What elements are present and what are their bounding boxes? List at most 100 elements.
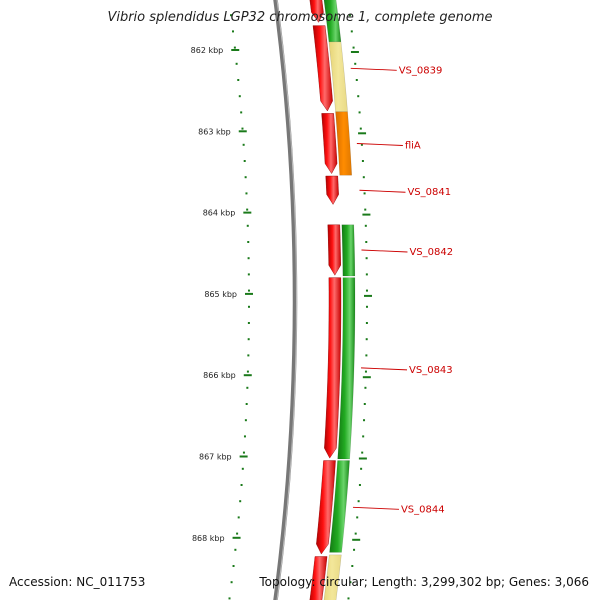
minor-tick-0 (245, 192, 248, 195)
minor-tick-0 (247, 257, 250, 260)
minor-tick-0 (236, 532, 239, 535)
minor-tick-0 (246, 370, 249, 373)
minor-tick-1 (361, 160, 364, 162)
gene-label-0: VS_0839 (399, 65, 443, 76)
minor-tick-1 (357, 95, 360, 98)
minor-tick-0 (244, 176, 247, 179)
minor-tick-0 (247, 305, 250, 308)
minor-tick-0 (244, 419, 247, 422)
minor-tick-1 (365, 322, 368, 324)
genome-title: Vibrio splendidus LGP32 chromosome 1, co… (107, 10, 493, 25)
minor-tick-0 (230, 581, 233, 584)
gene-label-5: VS_0844 (401, 504, 445, 515)
minor-tick-1 (365, 305, 368, 308)
cds-forward-4 (324, 277, 342, 459)
genome-summary-text: Topology: circular; Length: 3,299,302 bp… (259, 575, 589, 589)
tick-label-5: 867 kbp (199, 453, 232, 462)
minor-tick-0 (238, 95, 241, 98)
minor-tick-1 (351, 565, 354, 567)
gene-leader-2 (359, 189, 406, 193)
minor-tick-0 (245, 403, 248, 405)
minor-tick-0 (243, 435, 246, 438)
minor-tick-0 (247, 354, 250, 357)
gene-label-4: VS_0843 (409, 365, 453, 376)
tick-label-0: 862 kbp (191, 46, 224, 55)
minor-tick-0 (232, 565, 235, 567)
minor-tick-0 (237, 516, 240, 519)
minor-tick-1 (360, 143, 363, 146)
cds-forward-partial-bottom (309, 556, 328, 600)
minor-tick-1 (361, 451, 364, 454)
tick-label-3: 865 kbp (204, 290, 237, 299)
gene-leader-0 (350, 67, 397, 71)
track-segment-4 (337, 277, 356, 460)
minor-tick-0 (237, 79, 240, 81)
minor-tick-1 (350, 30, 353, 33)
minor-tick-0 (241, 467, 244, 470)
gene-leader-3 (361, 249, 408, 253)
cds-forward-2 (325, 175, 339, 205)
minor-tick-0 (247, 322, 250, 324)
gene-label-3: VS_0842 (409, 247, 453, 258)
minor-tick-0 (242, 143, 245, 146)
minor-tick-1 (364, 386, 367, 389)
minor-tick-0 (232, 30, 234, 33)
gene-leader-1 (356, 143, 403, 146)
minor-tick-0 (228, 597, 231, 600)
minor-tick-1 (359, 127, 362, 130)
minor-tick-0 (246, 208, 249, 211)
gene-leader-5 (352, 506, 399, 510)
tick-label-6: 868 kbp (192, 534, 225, 543)
minor-tick-1 (364, 208, 367, 211)
track-segment-5 (329, 460, 350, 553)
tick-label-1: 863 kbp (198, 127, 231, 136)
tick-label-4: 866 kbp (203, 371, 236, 380)
gene-label-2: VS_0841 (407, 187, 451, 198)
backbone-highlight (276, 0, 298, 600)
minor-tick-1 (355, 79, 358, 81)
minor-tick-0 (234, 548, 237, 551)
minor-tick-1 (360, 467, 363, 470)
minor-tick-0 (239, 500, 242, 503)
minor-tick-0 (242, 451, 245, 454)
minor-tick-1 (349, 581, 352, 584)
minor-tick-0 (246, 224, 249, 227)
cds-forward-0 (312, 25, 333, 112)
minor-tick-1 (364, 370, 367, 373)
minor-tick-1 (363, 192, 366, 195)
minor-tick-1 (354, 62, 357, 65)
minor-tick-1 (362, 176, 365, 179)
cds-forward-5 (316, 460, 336, 555)
gene-leader-4 (361, 367, 408, 371)
minor-tick-1 (356, 516, 359, 519)
tick-label-2: 864 kbp (203, 209, 236, 218)
minor-tick-0 (241, 127, 244, 130)
backbone-ring (273, 0, 298, 600)
minor-tick-1 (364, 224, 367, 227)
minor-tick-1 (348, 14, 351, 17)
minor-tick-0 (247, 338, 250, 341)
cds-forward-3 (327, 224, 341, 276)
minor-tick-0 (246, 386, 249, 389)
minor-tick-0 (247, 241, 250, 243)
minor-tick-0 (230, 14, 233, 17)
accession-text: Accession: NC_011753 (9, 575, 146, 589)
minor-tick-1 (365, 257, 368, 260)
minor-tick-1 (363, 403, 366, 405)
minor-tick-1 (358, 484, 361, 486)
track-segment-6 (323, 554, 342, 600)
minor-tick-1 (363, 419, 366, 422)
minor-tick-1 (365, 338, 368, 341)
minor-tick-1 (365, 241, 368, 243)
minor-tick-0 (243, 160, 246, 162)
minor-tick-0 (240, 484, 243, 486)
minor-tick-1 (352, 46, 355, 49)
minor-tick-1 (365, 289, 368, 292)
minor-tick-0 (247, 289, 250, 292)
minor-tick-0 (235, 62, 238, 65)
gene-label-1: fliA (405, 141, 421, 152)
minor-tick-0 (233, 46, 236, 49)
minor-tick-1 (362, 435, 365, 438)
minor-tick-1 (353, 548, 356, 551)
